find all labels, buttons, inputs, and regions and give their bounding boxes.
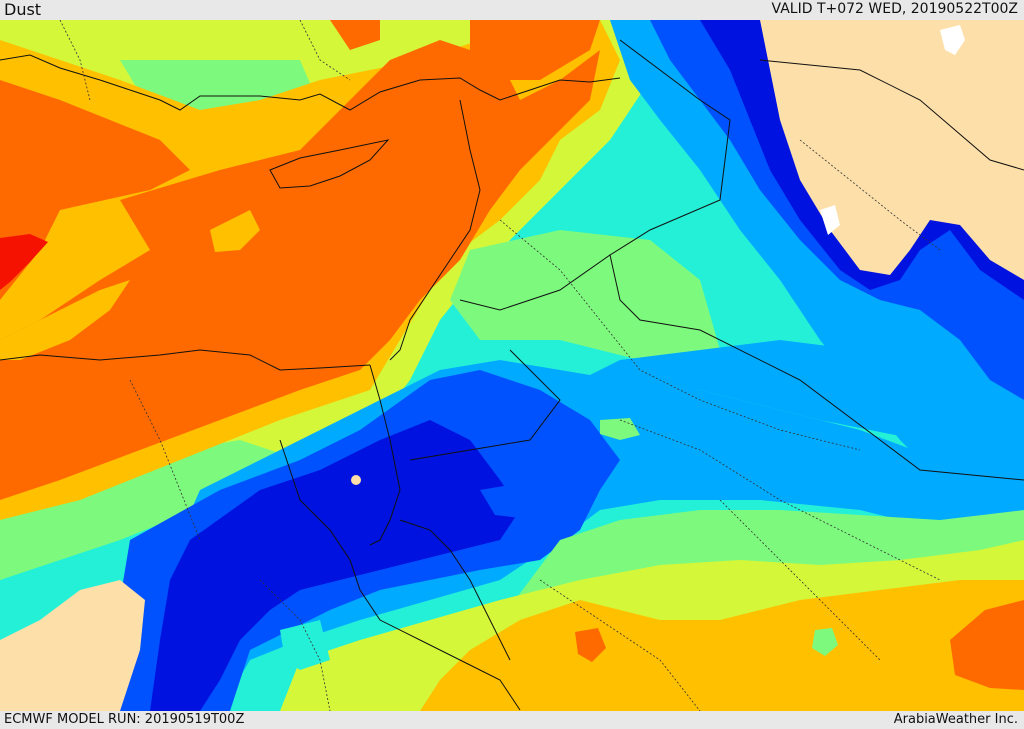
- internal-borders: [59, 20, 941, 711]
- dust-forecast-map: [0, 20, 1024, 711]
- land-tan-south: [0, 580, 145, 711]
- credit-label: ArabiaWeather Inc.: [893, 712, 1018, 727]
- yellow-patch-north: [210, 210, 260, 252]
- green-patch-middle: [600, 418, 640, 440]
- field-title: Dust: [4, 0, 42, 19]
- header-bar: Dust VALID T+072 WED, 20190522T00Z: [0, 0, 1024, 20]
- yellow-band-southeast: [420, 580, 1024, 711]
- lake-east: [940, 25, 965, 55]
- orange-band-west: [0, 80, 190, 300]
- green-band-center: [450, 230, 720, 360]
- orange-band-central: [0, 40, 600, 500]
- model-run-label: ECMWF MODEL RUN: 20190519T00Z: [4, 712, 245, 727]
- valid-time-label: VALID T+072 WED, 20190522T00Z: [771, 1, 1018, 17]
- orange-patch-south: [575, 628, 606, 662]
- light-blue-band-middle: [580, 340, 1024, 470]
- orange-patch-southeast: [950, 600, 1024, 690]
- lake-east-2: [820, 205, 840, 235]
- coastlines: [0, 39, 1024, 711]
- yellow-patch-west: [0, 280, 130, 360]
- red-core: [0, 234, 48, 290]
- blue-patch-south: [480, 485, 530, 518]
- orange-band-mid: [470, 20, 600, 80]
- dark-blue-core-south: [150, 420, 520, 711]
- island-marker: [351, 475, 361, 485]
- cyan-patch-south: [280, 620, 330, 670]
- orange-band-north: [330, 20, 380, 50]
- green-patch-southeast: [812, 628, 838, 656]
- footer-bar: ECMWF MODEL RUN: 20190519T00Z ArabiaWeat…: [0, 711, 1024, 729]
